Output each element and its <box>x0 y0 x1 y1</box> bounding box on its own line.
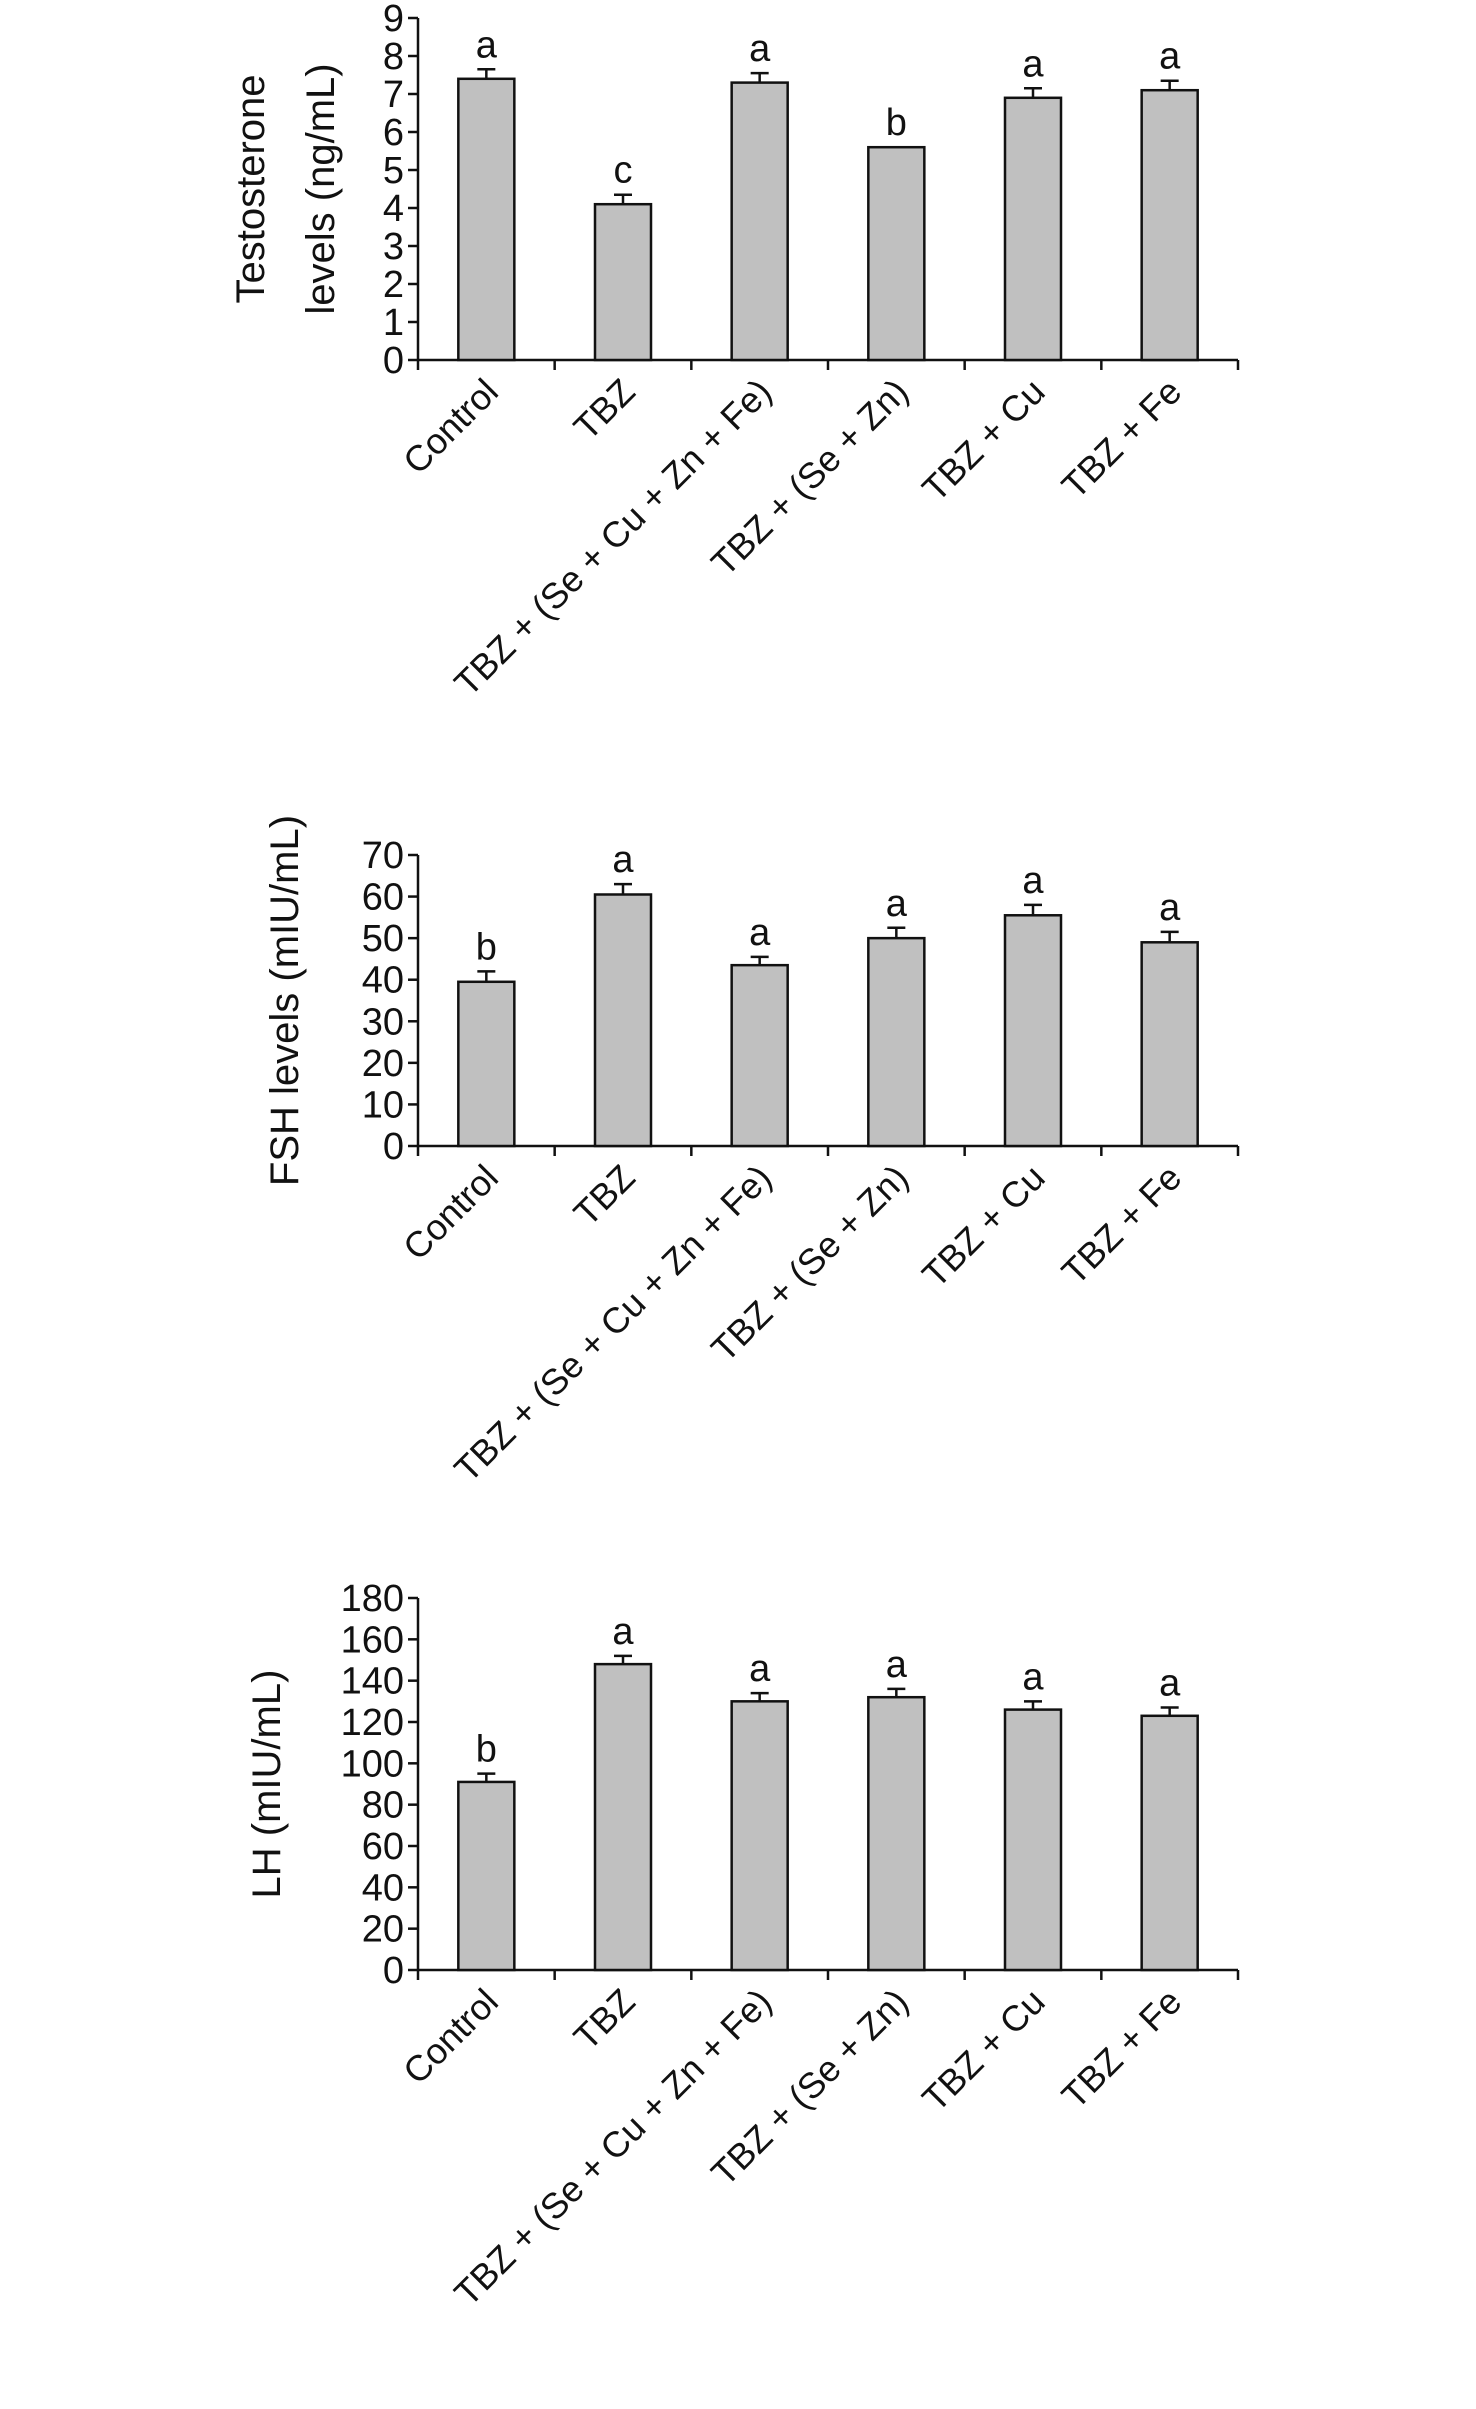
lh-bar <box>730 1700 789 1972</box>
fsh-y-tick-label: 20 <box>362 1043 404 1085</box>
testosterone-significance-label: a <box>749 28 771 70</box>
testosterone-significance-label: a <box>1022 43 1044 85</box>
fsh-bar <box>867 936 926 1148</box>
testosterone-bar <box>1003 96 1063 362</box>
lh-significance-label: a <box>1022 1656 1044 1698</box>
fsh-significance-label: a <box>612 839 634 881</box>
lh-category-label: Control <box>395 1981 506 2092</box>
testosterone-y-tick-label: 0 <box>383 340 404 382</box>
testosterone-y-tick-label: 2 <box>383 264 404 306</box>
testosterone-significance-label: a <box>1159 36 1181 78</box>
fsh-y-tick-label: 10 <box>362 1084 404 1126</box>
fsh-bar <box>1140 941 1199 1148</box>
fsh-y-tick-label: 0 <box>383 1126 404 1168</box>
fsh-significance-label: a <box>1159 887 1181 929</box>
testosterone-significance-label: a <box>476 24 498 66</box>
lh-y-tick-label: 80 <box>362 1785 404 1827</box>
testosterone-significance-label: c <box>614 150 633 192</box>
lh-significance-label: a <box>749 1648 771 1690</box>
fsh-category-label: TBZ <box>566 1157 643 1234</box>
fsh-bar <box>1003 914 1063 1148</box>
testosterone-bar <box>730 81 789 362</box>
testosterone-y-tick-label: 7 <box>383 74 404 116</box>
testosterone-category-label: TBZ + Cu <box>914 371 1053 510</box>
testosterone-y-tick-label: 8 <box>383 36 404 78</box>
fsh-significance-label: b <box>476 926 497 968</box>
testosterone-y-tick-label: 9 <box>383 0 404 40</box>
fsh-y-tick-label: 50 <box>362 918 404 960</box>
testosterone-category-label: TBZ <box>566 371 643 448</box>
lh-category-label: TBZ <box>566 1981 643 2058</box>
testosterone-y-tick-label: 3 <box>383 226 404 268</box>
fsh-y-tick-label: 60 <box>362 877 404 919</box>
lh-y-tick-label: 40 <box>362 1867 404 1909</box>
fsh-significance-label: a <box>886 883 908 925</box>
fsh-y-axis-title: FSH levels (mIU/mL) <box>263 815 307 1186</box>
lh-y-tick-label: 140 <box>341 1661 404 1703</box>
fsh-significance-label: a <box>1022 860 1044 902</box>
fsh-category-label: TBZ + Fe <box>1054 1157 1190 1293</box>
fsh-bar <box>730 963 789 1148</box>
lh-significance-label: a <box>886 1644 908 1686</box>
lh-bar <box>1003 1708 1063 1972</box>
lh-y-axis-title: LH (mIU/mL) <box>245 1670 289 1899</box>
testosterone-y-tick-label: 6 <box>383 112 404 154</box>
lh-bar <box>1140 1714 1199 1972</box>
testosterone-bar <box>867 145 926 362</box>
lh-y-tick-label: 120 <box>341 1702 404 1744</box>
lh-y-tick-label: 20 <box>362 1909 404 1951</box>
lh-significance-label: b <box>476 1729 497 1771</box>
testosterone-y-tick-label: 4 <box>383 188 404 230</box>
lh-y-tick-label: 100 <box>341 1743 404 1785</box>
fsh-y-tick-label: 40 <box>362 960 404 1002</box>
fsh-bar <box>457 980 516 1148</box>
testosterone-significance-label: b <box>886 102 907 144</box>
lh-bar <box>457 1780 516 1972</box>
lh-bar <box>867 1695 926 1972</box>
fsh-category-label: TBZ + Cu <box>914 1157 1053 1296</box>
lh-y-tick-label: 60 <box>362 1826 404 1868</box>
lh-significance-label: a <box>612 1611 634 1653</box>
testosterone-y-tick-label: 5 <box>383 150 404 192</box>
testosterone-bar <box>1140 88 1199 362</box>
lh-y-tick-label: 180 <box>341 1578 404 1620</box>
testosterone-category-label: TBZ + Fe <box>1054 371 1190 507</box>
fsh-y-tick-label: 70 <box>362 835 404 877</box>
fsh-category-label: Control <box>395 1157 506 1268</box>
lh-category-label: TBZ + Cu <box>914 1981 1053 2120</box>
lh-significance-label: a <box>1159 1663 1181 1705</box>
fsh-significance-label: a <box>749 912 771 954</box>
lh-y-tick-label: 0 <box>383 1950 404 1992</box>
testosterone-bar <box>593 202 653 362</box>
fsh-bar <box>593 893 653 1148</box>
testosterone-y-axis-title: Testosterone <box>229 74 273 303</box>
testosterone-y-axis-title: levels (ng/mL) <box>299 63 343 314</box>
lh-category-label: TBZ + Fe <box>1054 1981 1190 2117</box>
testosterone-category-label: Control <box>395 371 506 482</box>
testosterone-bar <box>457 77 516 362</box>
testosterone-y-tick-label: 1 <box>383 302 404 344</box>
fsh-y-tick-label: 30 <box>362 1001 404 1043</box>
lh-bar <box>593 1662 653 1972</box>
lh-y-tick-label: 160 <box>341 1619 404 1661</box>
